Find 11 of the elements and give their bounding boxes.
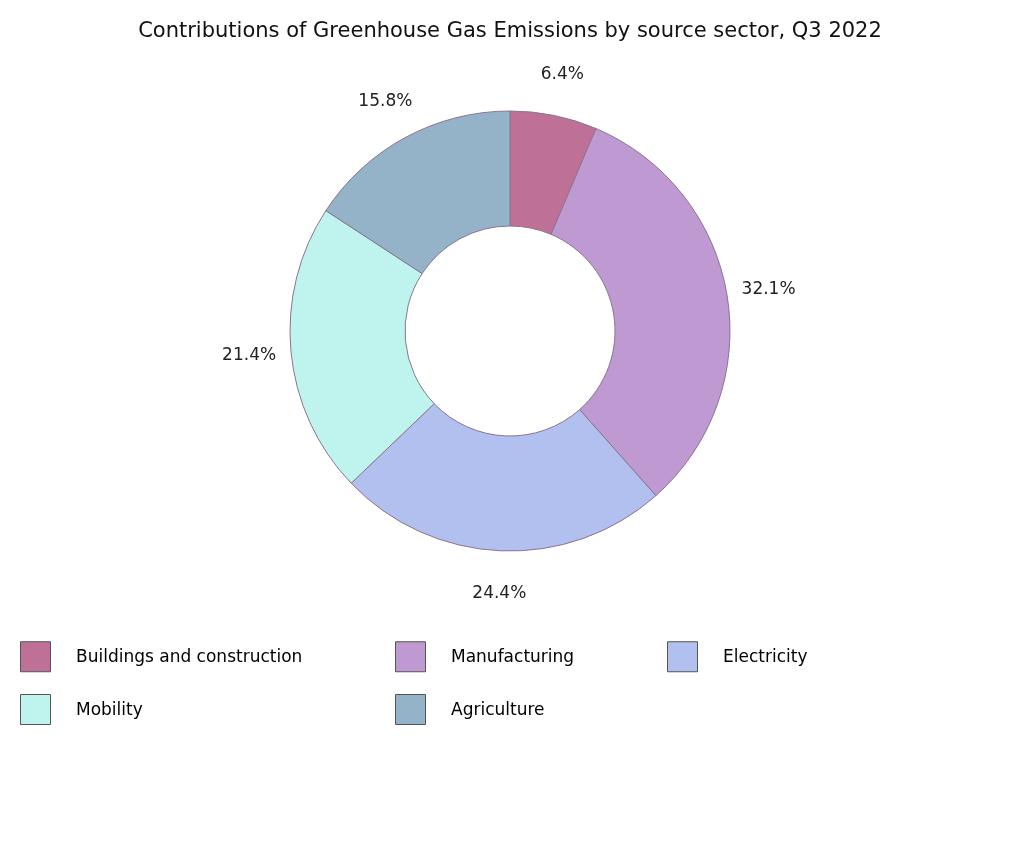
legend-label: Electricity bbox=[723, 645, 808, 666]
legend-label: Manufacturing bbox=[451, 645, 575, 666]
data-label: 15.8% bbox=[358, 89, 413, 110]
data-label: 21.4% bbox=[222, 344, 277, 365]
legend-label: Agriculture bbox=[451, 698, 545, 719]
legend-label: Mobility bbox=[76, 698, 143, 719]
data-label: 24.4% bbox=[472, 581, 527, 602]
data-label: 32.1% bbox=[741, 277, 796, 298]
legend-label: Buildings and construction bbox=[76, 645, 303, 666]
data-label: 6.4% bbox=[540, 63, 584, 84]
chart-title: Contributions of Greenhouse Gas Emissions by source sector, Q3 2022 bbox=[138, 18, 882, 42]
